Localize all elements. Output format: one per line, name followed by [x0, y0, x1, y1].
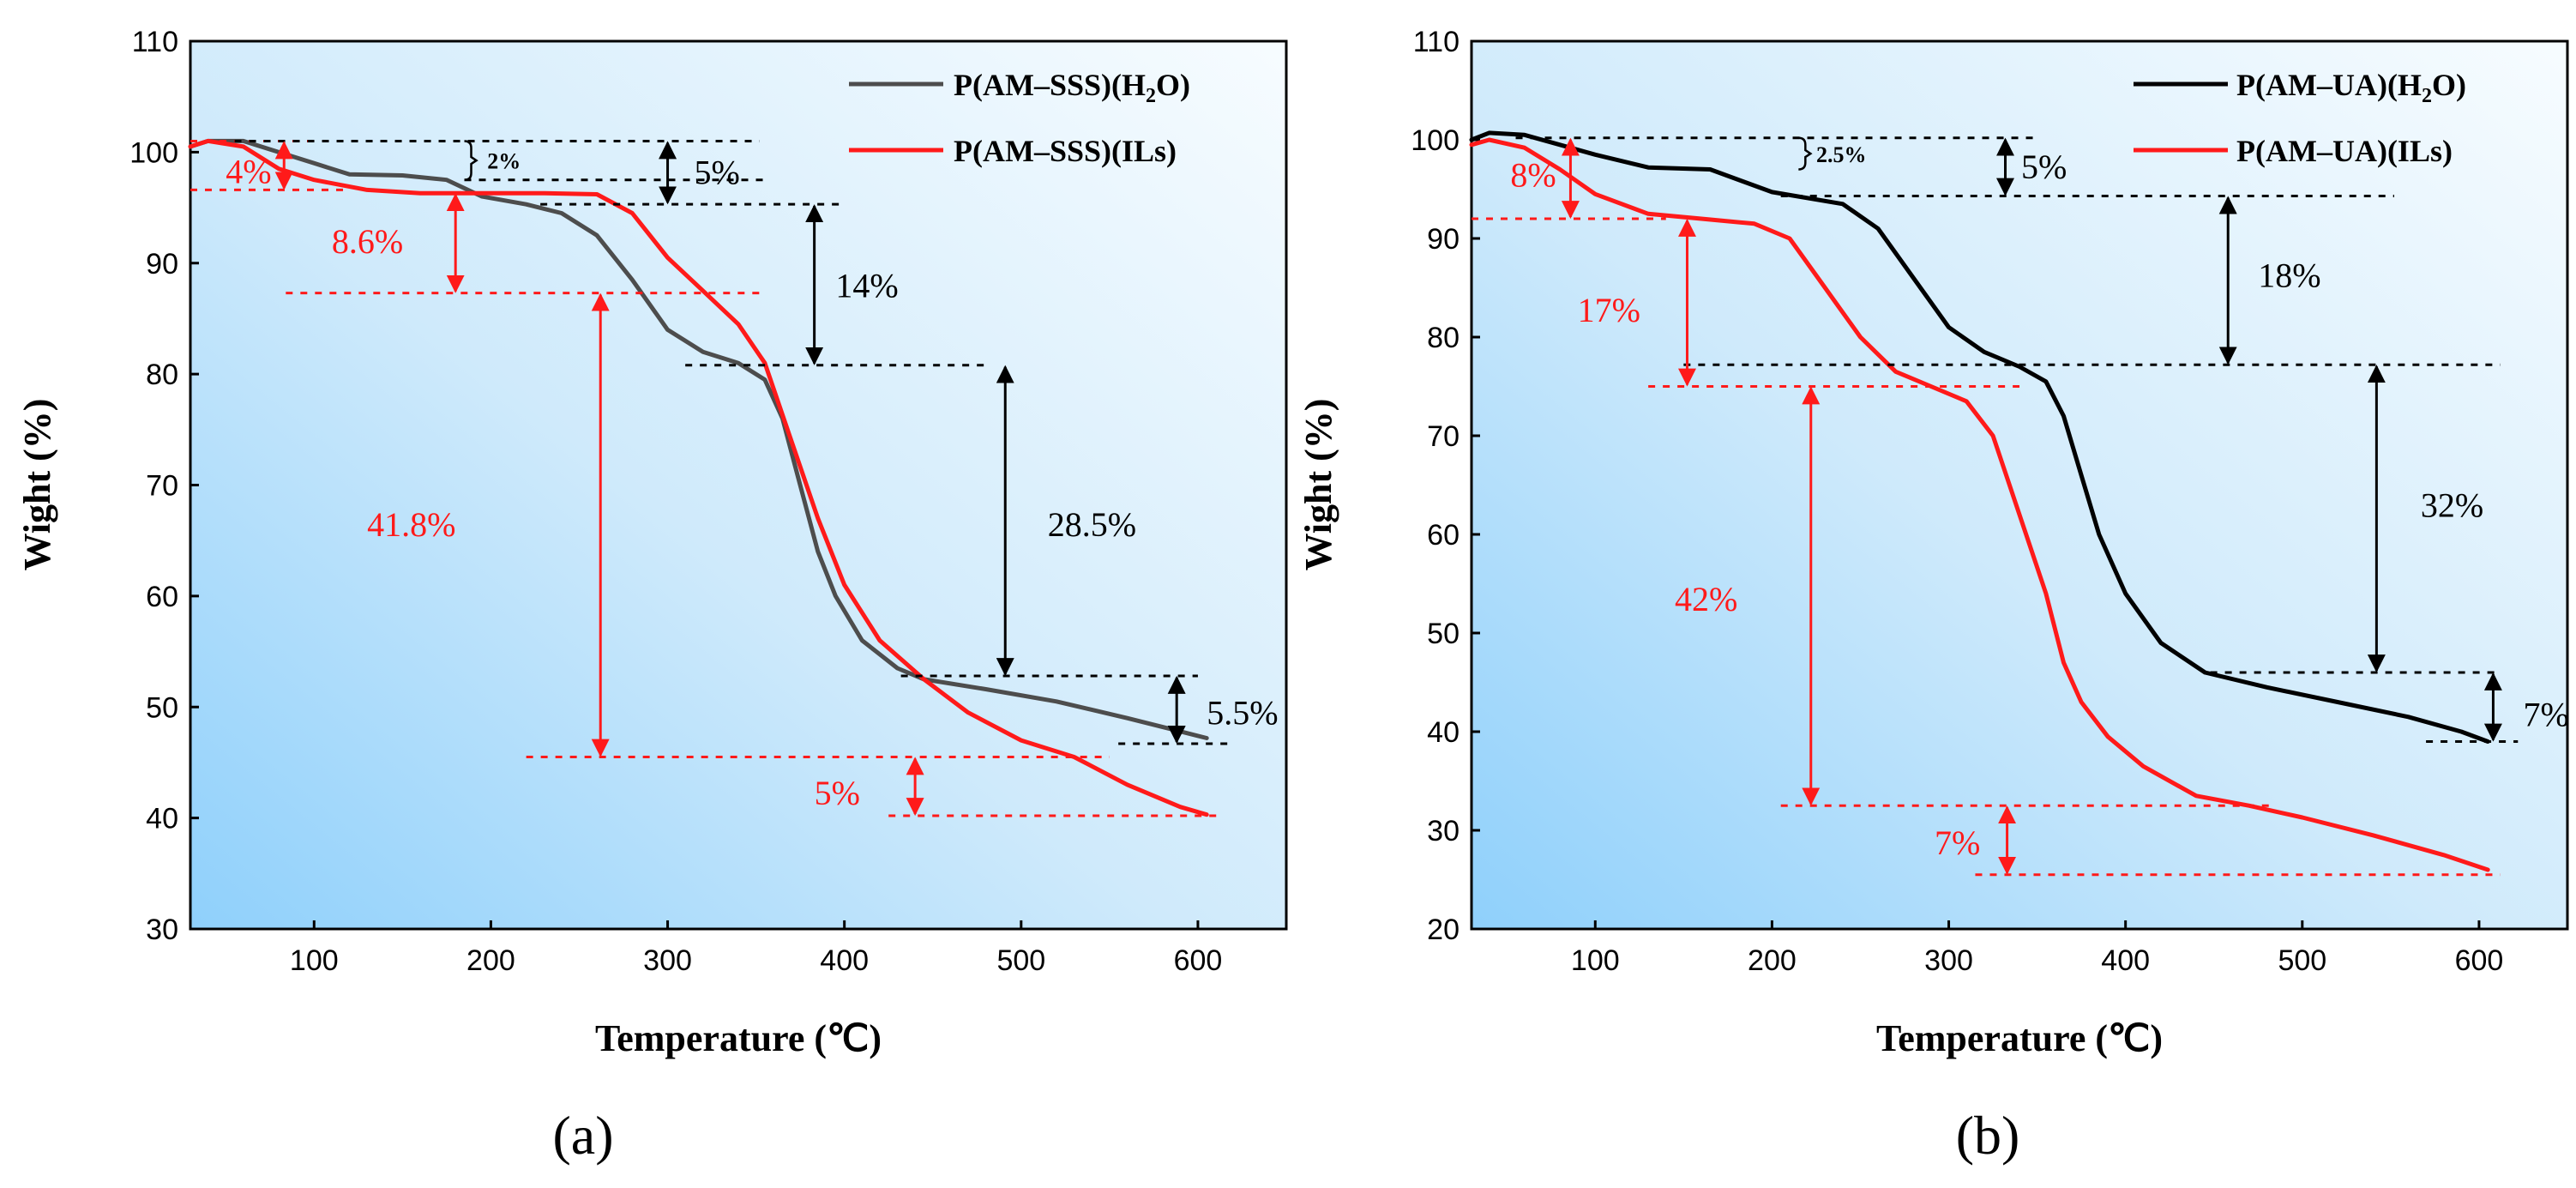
annotation-label-b-5: 32% [2421, 486, 2483, 525]
x-tick-label-a-2: 300 [643, 944, 692, 977]
x-tick-label-b-2: 300 [1924, 944, 1973, 977]
y-tick-label-b-8: 100 [1411, 124, 1460, 157]
y-tick-label-b-9: 110 [1413, 26, 1460, 58]
axis-ticks-a: 100 200 300 400 500 600 30 40 50 60 70 80 90 100 110 [129, 26, 1222, 977]
y-axis-label-a: Wight (%) [16, 399, 58, 571]
series-line-a-0 [188, 138, 1209, 740]
annotation-label-a-8: 5% [815, 774, 860, 812]
panel-b: 100 200 300 400 500 600 20 30 40 50 60 70 80 90 100 110… [1297, 26, 2569, 1166]
annotation-label-b-7: 7% [2523, 695, 2568, 733]
series-group-a [188, 138, 1209, 817]
series-line-b-0 [1469, 130, 2490, 744]
y-axis-label-b: Wight (%) [1297, 399, 1339, 571]
y-tick-label-a-1: 40 [146, 803, 178, 835]
y-tick-label-a-2: 50 [146, 691, 178, 724]
x-tick-label-a-3: 400 [820, 944, 869, 977]
annotation-label-b-8: 7% [1935, 823, 1980, 862]
x-tick-label-b-3: 400 [2101, 944, 2150, 977]
annotation-label-b-2: 5% [2021, 148, 2067, 186]
brace-b-1 [1798, 136, 1813, 171]
annotation-label-a-3: 8.6% [332, 222, 403, 261]
x-axis-label-b: Temperature (℃) [1876, 1017, 2163, 1059]
annotation-label-b-4: 17% [1578, 291, 1640, 329]
y-tick-label-a-6: 90 [146, 248, 178, 280]
x-tick-label-b-4: 500 [2278, 944, 2326, 977]
y-tick-label-b-3: 50 [1427, 618, 1460, 650]
panel-label-a: (a) [552, 1105, 613, 1166]
annotation-label-b-3: 18% [2258, 256, 2320, 295]
y-tick-label-a-5: 80 [146, 359, 178, 391]
annotation-label-a-6: 28.5% [1048, 505, 1136, 544]
x-tick-label-b-1: 200 [1748, 944, 1797, 977]
y-tick-label-b-4: 60 [1427, 519, 1460, 552]
y-tick-label-a-0: 30 [146, 914, 178, 946]
x-tick-label-b-5: 600 [2455, 944, 2504, 977]
y-tick-label-b-5: 70 [1427, 420, 1460, 453]
y-tick-label-a-3: 60 [146, 581, 178, 613]
y-tick-label-b-2: 40 [1427, 716, 1460, 749]
annotation-label-b-1: 2.5% [1816, 142, 1867, 167]
annotation-label-a-7: 5.5% [1207, 694, 1278, 733]
axis-ticks-b: 100 200 300 400 500 600 20 30 40 50 60 70 80 90 100 110 [1411, 26, 2503, 977]
legend-label-a-1: P(AM–SSS)(ILs) [954, 134, 1177, 168]
annotation-label-a-1: 2% [487, 148, 521, 173]
panel-label-b: (b) [1956, 1105, 2020, 1166]
y-tick-label-b-1: 30 [1427, 815, 1460, 847]
brace-a-1 [464, 140, 478, 181]
series-line-b-1 [1469, 137, 2490, 872]
panel-a: 100 200 300 400 500 600 30 40 50 60 70 80 90 100 110 4… [16, 26, 1288, 1166]
legend-label-b-0: P(AM–UA)(H2O) [2236, 68, 2466, 107]
y-tick-label-b-0: 20 [1427, 914, 1460, 946]
x-tick-label-a-1: 200 [466, 944, 515, 977]
y-tick-label-b-7: 90 [1427, 223, 1460, 256]
annotation-label-a-2: 5% [694, 154, 739, 192]
y-tick-label-a-4: 70 [146, 470, 178, 503]
x-axis-label-a: Temperature (℃) [595, 1017, 882, 1059]
x-tick-label-a-0: 100 [290, 944, 339, 977]
annotations-a: 4% 2% 5% 8.6% 14% 41.8% 28.5% 5.5% 5% [190, 139, 1279, 817]
plot-area-b [1470, 39, 2569, 931]
y-tick-label-a-8: 110 [132, 26, 178, 58]
series-group-b [1469, 130, 2490, 872]
annotation-label-a-4: 14% [835, 267, 898, 305]
annotation-label-a-5: 41.8% [367, 505, 455, 544]
x-tick-label-a-4: 500 [996, 944, 1045, 977]
annotation-label-b-6: 42% [1675, 580, 1737, 618]
y-tick-label-b-6: 80 [1427, 322, 1460, 354]
annotations-b: 8% 2.5% 5% 18% 17% 32% 42% 7% 7% [1472, 136, 2569, 877]
annotation-label-b-0: 8% [1510, 155, 1556, 194]
series-line-a-1 [188, 138, 1209, 817]
y-tick-label-a-7: 100 [129, 136, 178, 169]
x-tick-label-b-0: 100 [1571, 944, 1620, 977]
annotation-label-a-0: 4% [226, 152, 271, 190]
legend-label-b-1: P(AM–UA)(ILs) [2236, 134, 2453, 168]
x-tick-label-a-5: 600 [1174, 944, 1223, 977]
